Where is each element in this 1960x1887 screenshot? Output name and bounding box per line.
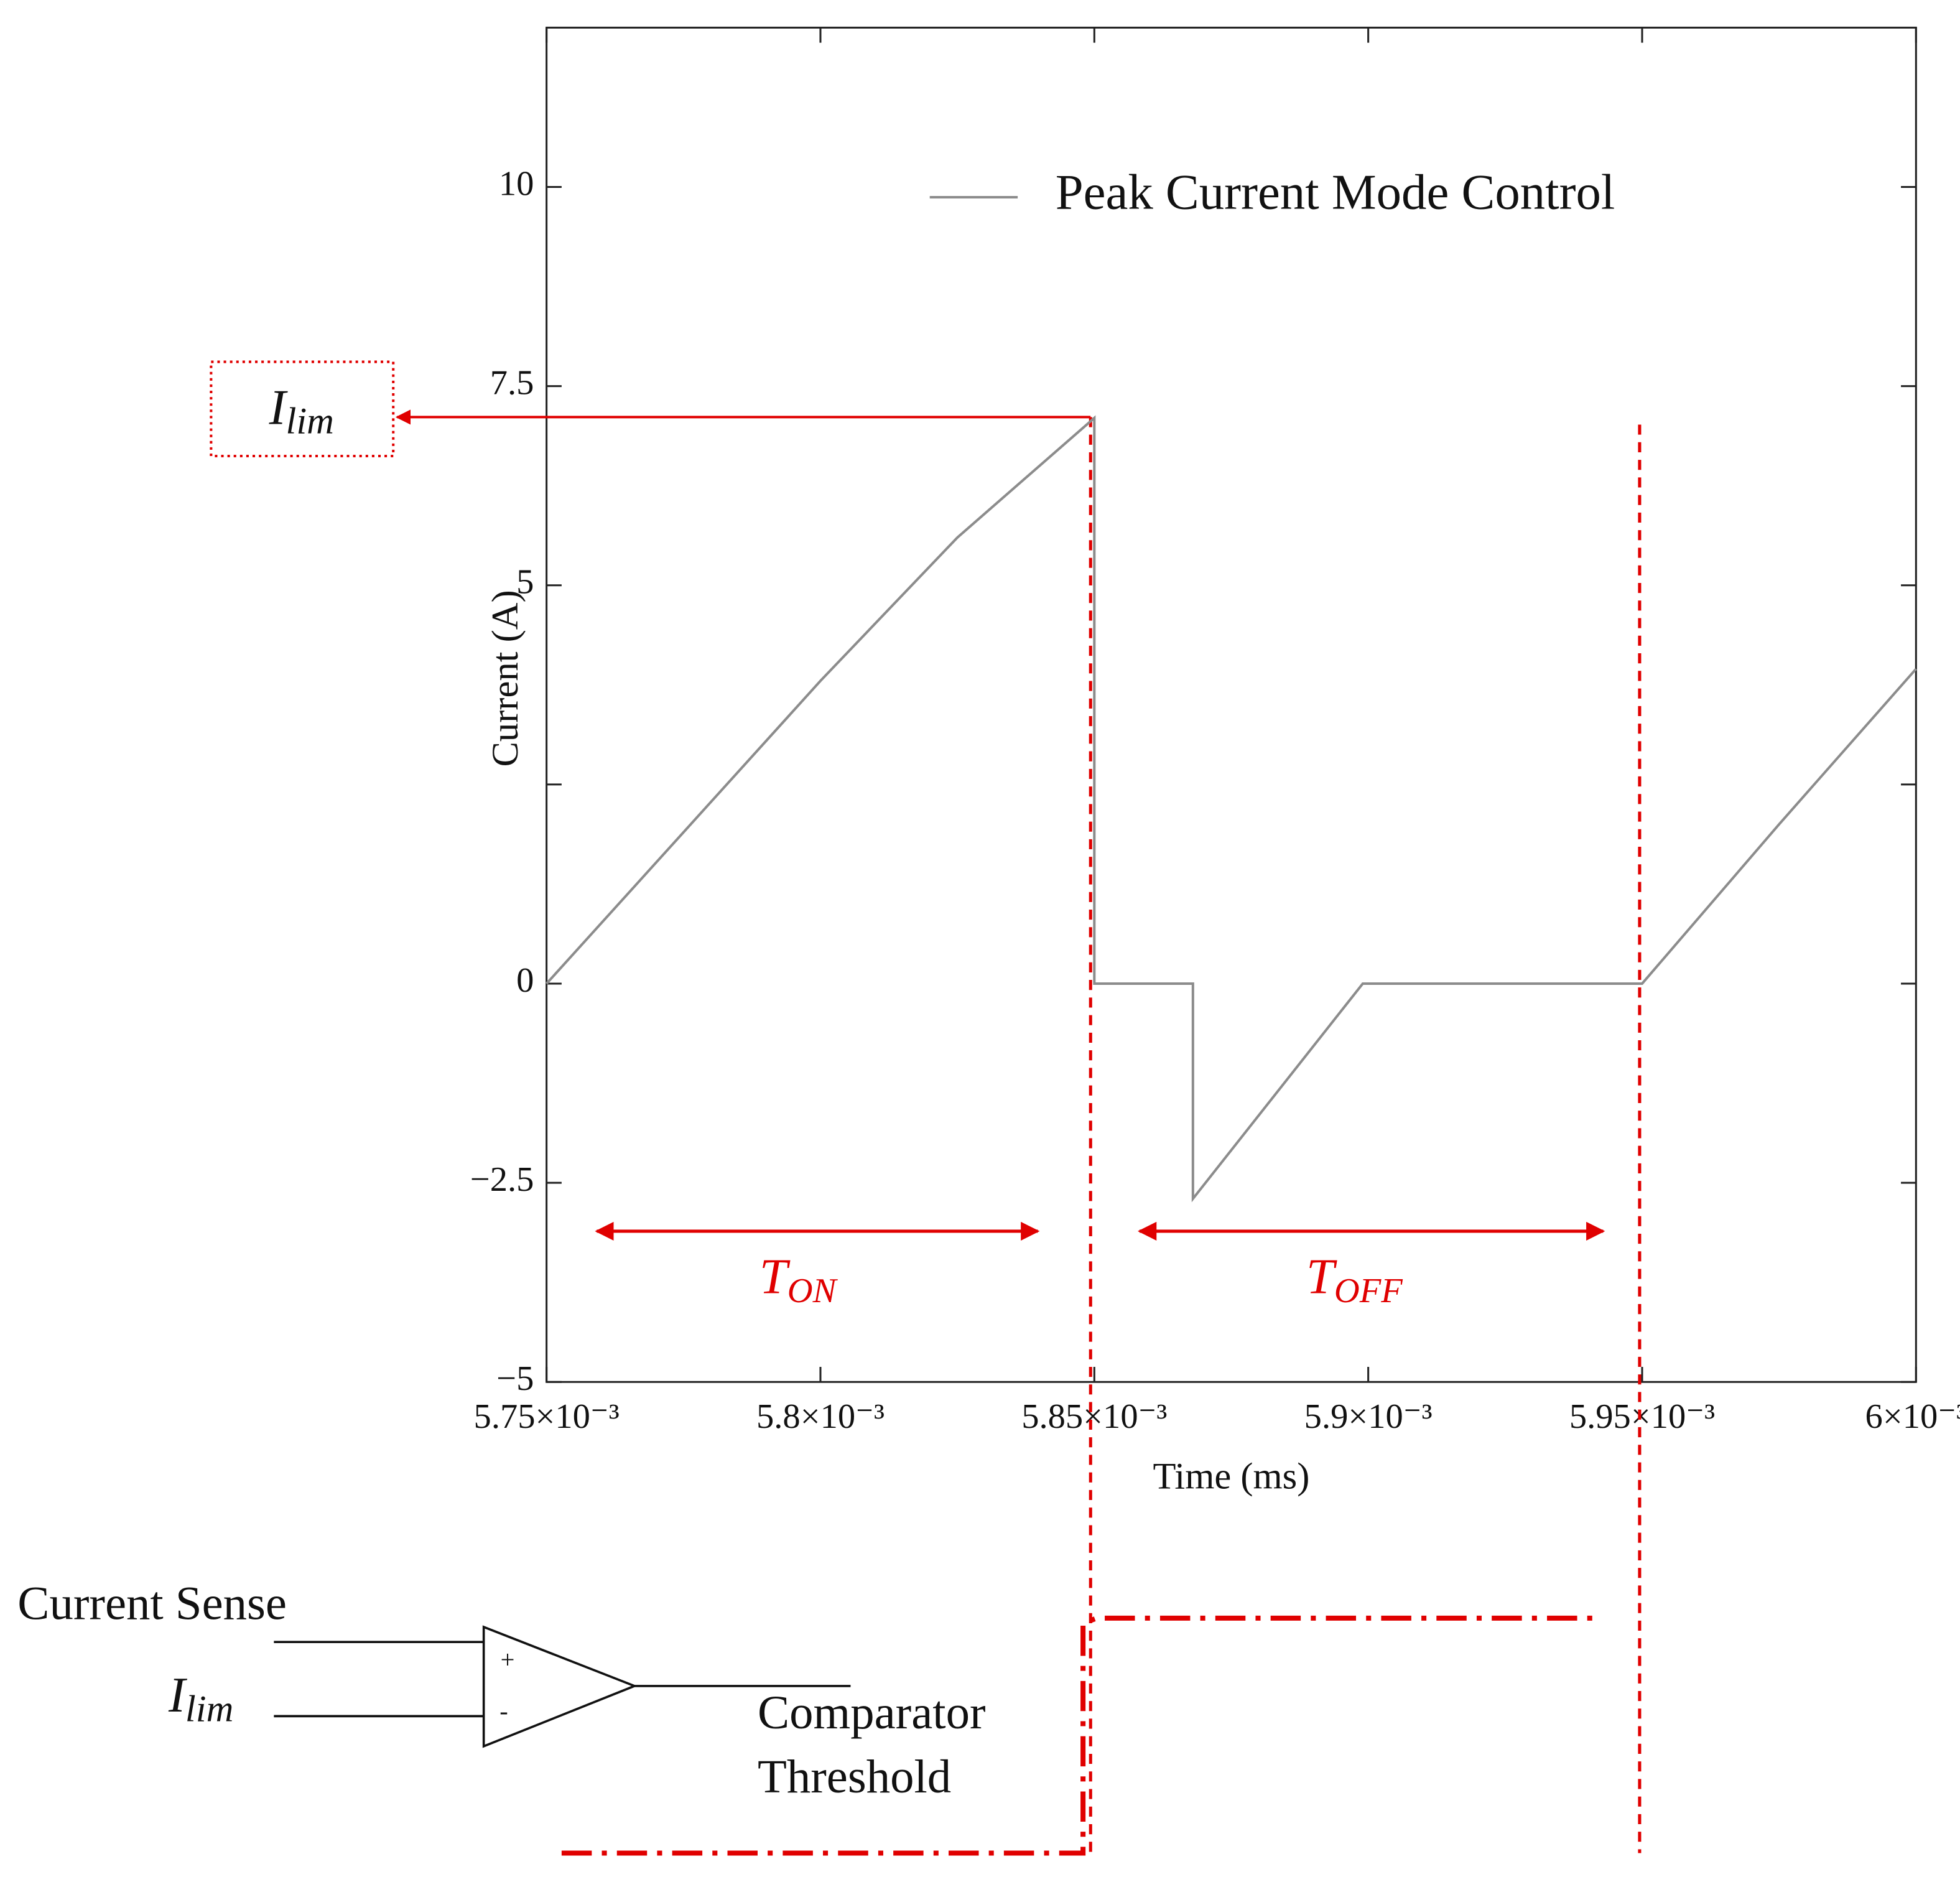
x-tick-label: 6×10⁻³ [1865, 1397, 1960, 1436]
x-tick-label: 5.95×10⁻³ [1569, 1397, 1715, 1436]
base: I [168, 1667, 188, 1723]
annotations [210, 360, 1642, 1856]
y-tick-label: −5 [496, 1359, 534, 1398]
x-tick-label: 5.8×10⁻³ [756, 1397, 885, 1436]
ticks: −5 −2.5 0 5 7.5 10 5.75×10⁻³ 5.8×10⁻³ 5.85×10⁻³ 5… [470, 27, 1960, 1436]
y-tick-label: 0 [516, 961, 534, 1000]
ilim-input: Ilim [168, 1667, 233, 1730]
y-tick-label: 5 [516, 563, 534, 602]
y-tick-label: −2.5 [470, 1160, 534, 1199]
series-line [546, 415, 1917, 1203]
sub: ON [787, 1272, 838, 1310]
x-tick-label: 5.85×10⁻³ [1021, 1397, 1167, 1436]
ton-label: TON [759, 1249, 838, 1310]
comparator-label: Comparator [758, 1686, 986, 1739]
threshold-label: Threshold [758, 1750, 951, 1803]
comparator-symbol [482, 1625, 638, 1748]
comparator [274, 1625, 851, 1748]
sub: OFF [1334, 1272, 1403, 1310]
sub: lim [185, 1688, 233, 1730]
plot-frame [546, 26, 1917, 1383]
base: I [269, 380, 289, 435]
y-tick-label: 10 [499, 164, 534, 203]
base: T [759, 1249, 791, 1304]
ilim-label: Ilim [269, 380, 334, 442]
x-tick-label: 5.75×10⁻³ [474, 1397, 620, 1436]
x-tick-label: 5.9×10⁻³ [1304, 1397, 1433, 1436]
legend-label: Peak Current Mode Control [1056, 165, 1615, 220]
y-axis-label: Current (A) [485, 590, 526, 766]
current-sense: Current Sense [17, 1577, 287, 1629]
base: T [1306, 1249, 1337, 1304]
minus: - [499, 1697, 508, 1725]
x-axis-label: Time (ms) [1153, 1456, 1310, 1498]
toff-label: TOFF [1306, 1249, 1403, 1310]
sub: lim [286, 400, 334, 442]
threshold-signal [561, 1615, 1599, 1856]
y-tick-label: 7.5 [490, 364, 534, 403]
plus: + [501, 1646, 515, 1674]
